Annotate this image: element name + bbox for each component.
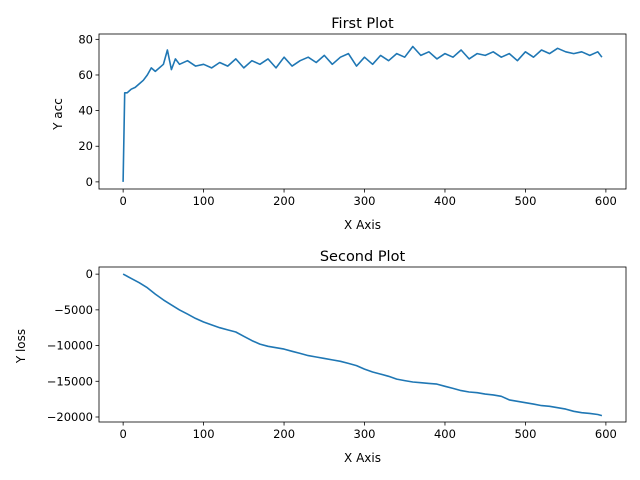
y-tick-label: −10000 xyxy=(47,339,93,353)
y-tick-label: 60 xyxy=(78,68,93,82)
y-axis-label: Y acc xyxy=(51,98,65,131)
x-tick-label: 100 xyxy=(193,427,215,441)
x-tick-label: 400 xyxy=(434,427,456,441)
x-tick-label: 600 xyxy=(595,427,617,441)
y-tick-label: 0 xyxy=(86,175,93,189)
x-axis-label: X Axis xyxy=(344,451,381,465)
x-tick-label: 300 xyxy=(354,427,376,441)
y-ticks: 0 20 40 60 80 xyxy=(78,32,99,189)
plot-title: Second Plot xyxy=(320,249,406,265)
x-tick-label: 600 xyxy=(595,194,617,208)
acc-series-line xyxy=(122,45,603,182)
axes-frame xyxy=(98,33,627,190)
y-ticks: 0 −5000 −10000 −15000 −20000 xyxy=(47,267,99,424)
axes-frame xyxy=(98,266,627,423)
y-tick-label: −15000 xyxy=(47,374,93,388)
x-tick-label: 100 xyxy=(193,194,215,208)
x-tick-label: 300 xyxy=(354,194,376,208)
y-tick-label: 20 xyxy=(78,139,93,153)
x-tick-label: 0 xyxy=(119,194,126,208)
first-plot: First Plot 0 100 200 300 400 500 600 0 20 40 60 80… xyxy=(51,16,627,232)
x-ticks: 0 100 200 300 400 500 600 xyxy=(119,422,617,441)
plot-title: First Plot xyxy=(331,16,394,32)
x-tick-label: 400 xyxy=(434,194,456,208)
y-tick-label: −20000 xyxy=(47,410,93,424)
y-tick-label: 40 xyxy=(78,104,93,118)
y-axis-label: Y loss xyxy=(14,329,28,364)
x-tick-label: 0 xyxy=(119,427,126,441)
x-tick-label: 500 xyxy=(514,194,536,208)
x-tick-label: 200 xyxy=(273,194,295,208)
y-tick-label: 0 xyxy=(86,267,93,281)
x-axis-label: X Axis xyxy=(344,218,381,232)
loss-series-line xyxy=(122,273,603,417)
x-tick-label: 500 xyxy=(514,427,536,441)
y-tick-label: 80 xyxy=(78,32,93,46)
second-plot: Second Plot 0 100 200 300 400 500 600 0 −5000 −1… xyxy=(14,249,627,465)
x-tick-label: 200 xyxy=(273,427,295,441)
x-ticks: 0 100 200 300 400 500 600 xyxy=(119,189,617,208)
y-tick-label: −5000 xyxy=(54,303,93,317)
